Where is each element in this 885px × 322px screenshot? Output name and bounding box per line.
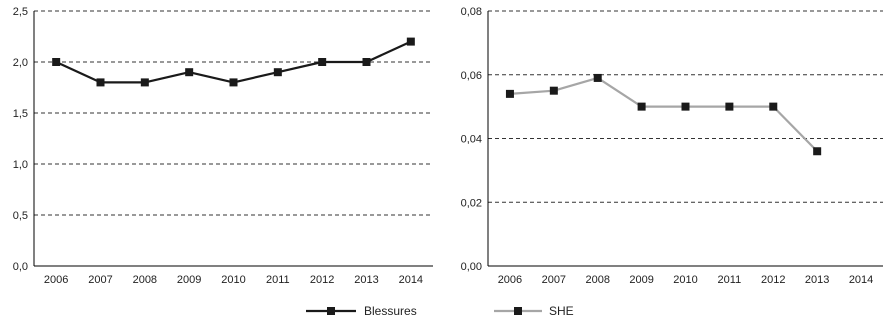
- y-tick-label: 0,0: [13, 261, 28, 273]
- y-tick-label: 2,5: [13, 6, 28, 18]
- data-point-marker: [140, 78, 149, 87]
- data-point-marker: [362, 58, 371, 66]
- data-point-marker: [725, 102, 734, 111]
- data-point-marker: [406, 37, 415, 46]
- x-tick-label: 2009: [177, 274, 201, 286]
- chart-panel-1: 0,0 0,5 1,0 1,5 2,0 2,5 2006 2007 2008 2009 2010 20…: [13, 6, 433, 318]
- x-tick-label: 2012: [310, 274, 334, 286]
- data-point-marker: [813, 147, 822, 156]
- x-tick-label: 2006: [498, 274, 522, 286]
- data-point-marker: [96, 78, 105, 87]
- y-tick-label: 0,00: [461, 261, 482, 273]
- data-point-marker: [769, 102, 778, 111]
- legend-marker: [514, 307, 522, 315]
- x-tick-label: 2010: [673, 274, 697, 286]
- series-line: [509, 76, 818, 153]
- legend: Blessures: [306, 304, 417, 318]
- y-tick-label: 2,0: [13, 57, 28, 69]
- y-tick-label: 0,08: [461, 6, 482, 18]
- data-point-marker: [318, 58, 327, 66]
- data-point-marker: [185, 68, 194, 77]
- x-tick-label: 2006: [44, 274, 68, 286]
- legend-marker: [327, 307, 335, 315]
- x-tick-label: 2013: [805, 274, 829, 286]
- x-tick-label: 2008: [585, 274, 609, 286]
- x-tick-label: 2007: [88, 274, 112, 286]
- y-tick-label: 0,04: [461, 134, 482, 146]
- legend-label: SHE: [549, 304, 574, 318]
- y-tick-label: 0,5: [13, 210, 28, 222]
- data-point-marker: [637, 102, 646, 111]
- data-point-marker: [593, 73, 602, 82]
- y-tick-label: 1,5: [13, 108, 28, 120]
- legend-label: Blessures: [364, 304, 417, 318]
- data-point-marker: [681, 102, 690, 111]
- data-point-marker: [549, 86, 558, 95]
- data-point-marker: [273, 68, 282, 77]
- x-tick-label: 2011: [266, 274, 290, 286]
- y-tick-label: 0,06: [461, 70, 482, 82]
- x-tick-label: 2009: [629, 274, 653, 286]
- y-tick-label: 0,02: [461, 197, 482, 209]
- x-tick-label: 2011: [718, 274, 742, 286]
- legend: SHE: [494, 304, 574, 318]
- x-tick-label: 2013: [354, 274, 378, 286]
- x-tick-label: 2012: [761, 274, 785, 286]
- data-point-marker: [52, 58, 61, 66]
- x-tick-label: 2010: [221, 274, 245, 286]
- x-tick-label: 2008: [133, 274, 157, 286]
- y-tick-label: 1,0: [13, 159, 28, 171]
- data-point-marker: [229, 78, 238, 87]
- chart-panel-2: 0,00 0,02 0,04 0,06 0,08 2006 2007 2008 2009 2010…: [461, 6, 883, 318]
- data-point-marker: [505, 89, 514, 98]
- x-tick-label: 2014: [399, 274, 423, 286]
- x-tick-label: 2007: [542, 274, 566, 286]
- x-tick-label: 2014: [849, 274, 873, 286]
